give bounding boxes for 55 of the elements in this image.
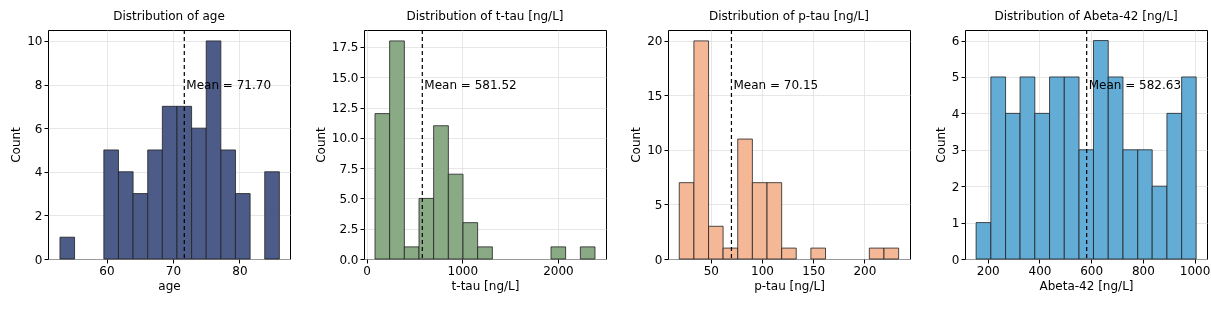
y-tick-label: 5 [654,197,663,212]
y-tick-label: 0 [654,252,663,267]
y-tick-label: 3 [951,143,960,158]
x-tick-label: 0 [363,263,371,278]
y-tick-label: 4 [951,106,960,121]
x-tick-label: 200 [853,263,877,278]
x-tick-label: 60 [99,263,115,278]
x-tick-label: 150 [802,263,826,278]
y-tick-label: 5.0 [339,191,359,206]
y-tick-label: 12.5 [331,101,359,116]
y-tick-label: 6 [951,34,960,49]
x-tick-label: 800 [1131,263,1155,278]
y-tick-label: 1 [951,216,960,231]
y-tick-label: 15 [647,88,663,103]
ref-line-label: Mean = 581.52 [424,77,517,92]
y-tick-label: 0 [951,252,960,267]
y-axis-title: Count [9,126,24,163]
x-tick-label: 1000 [447,263,479,278]
y-tick-label: 7.5 [339,161,359,176]
x-axis-title: p-tau [ng/L] [754,278,825,293]
y-tick-label: 17.5 [331,40,359,55]
y-tick-label: 4 [34,165,43,180]
x-tick-label: 50 [703,263,719,278]
x-tick-label: 1000 [1179,263,1211,278]
y-tick-label: 10 [27,34,43,49]
y-axis-title: Count [933,126,948,163]
chart-title: Distribution of Abeta-42 [ng/L] [994,9,1178,24]
y-tick-label: 15.0 [331,70,359,85]
chart-title: Distribution of p-tau [ng/L] [709,9,869,24]
x-tick-label: 400 [1028,263,1052,278]
x-tick-label: 100 [751,263,774,278]
y-tick-label: 2 [34,208,43,223]
y-tick-label: 8 [34,78,43,93]
y-tick-label: 20 [647,34,663,49]
y-tick-label: 0 [34,252,43,267]
y-tick-label: 6 [34,121,43,136]
y-tick-label: 0.0 [339,252,359,267]
y-tick-label: 5 [951,70,960,85]
x-axis-title: Abeta-42 [ng/L] [1039,278,1134,293]
x-tick-label: 80 [232,263,248,278]
y-tick-label: 2 [951,179,960,194]
ref-line-label: Mean = 70.15 [733,77,819,92]
x-tick-label: 600 [1080,263,1104,278]
y-tick-label: 2.5 [339,222,359,237]
chart-title: Distribution of age [113,9,225,24]
x-tick-label: 2000 [543,263,574,278]
y-tick-label: 10.0 [331,131,359,146]
x-tick-label: 200 [976,263,1000,278]
x-axis-title: age [158,278,181,293]
y-axis-title: Count [313,126,328,163]
y-tick-label: 10 [647,143,663,158]
x-tick-label: 70 [165,263,182,278]
x-axis-title: t-tau [ng/L] [451,278,520,293]
chart-title: Distribution of t-tau [ng/L] [406,9,564,24]
y-axis-title: Count [629,126,644,163]
